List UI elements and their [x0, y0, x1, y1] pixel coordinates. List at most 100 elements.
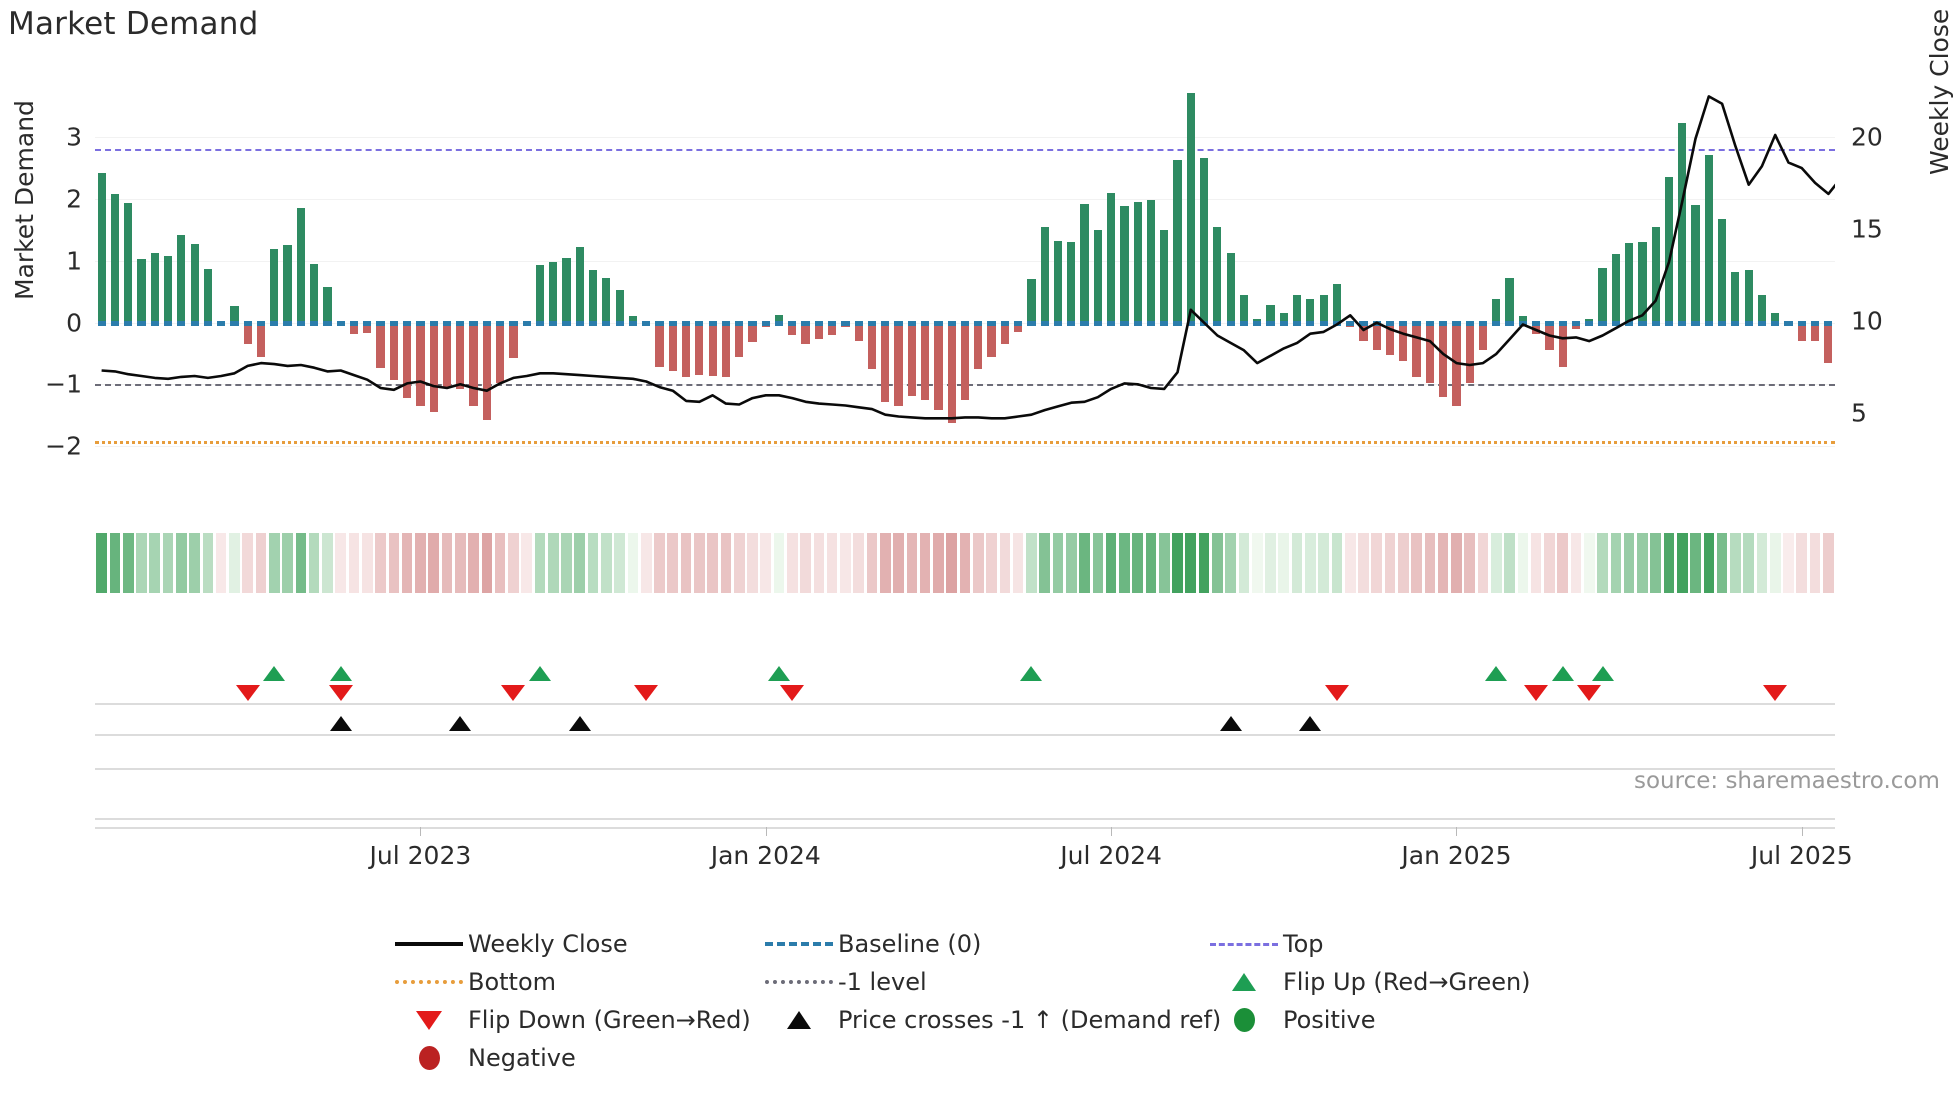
demand-bar: [1492, 299, 1501, 323]
baseline-tick: [163, 320, 173, 326]
legend-item[interactable]: Baseline (0): [760, 930, 1205, 958]
heat-cell: [388, 533, 400, 593]
legend-label: Baseline (0): [838, 930, 982, 958]
baseline-tick: [602, 320, 611, 326]
legend-item[interactable]: Weekly Close: [390, 930, 760, 958]
legend-item[interactable]: Top: [1205, 930, 1570, 958]
heat-cell: [667, 533, 679, 593]
y2-tick-label: 10: [1851, 306, 1883, 336]
flip-up-marker: [1591, 666, 1614, 681]
baseline-tick: [336, 320, 345, 326]
heat-cell: [454, 533, 466, 593]
price-cross-marker: [1299, 716, 1322, 731]
heat-cell: [1318, 533, 1329, 593]
demand-bar: [469, 322, 478, 407]
x-axis-line: [95, 827, 1835, 829]
baseline-tick: [1784, 320, 1793, 326]
price-cross-marker: [329, 716, 352, 731]
heat-cell: [149, 533, 161, 593]
baseline-tick: [1120, 320, 1129, 326]
heat-cell: [574, 533, 586, 593]
demand-bar: [190, 243, 199, 323]
price-cross-marker: [568, 716, 591, 731]
demand-bar: [509, 322, 518, 359]
baseline-tick: [1598, 320, 1607, 326]
heat-cell: [1198, 533, 1210, 593]
heat-cell: [1358, 533, 1369, 593]
baseline-tick: [1014, 320, 1023, 326]
heat-cell: [1650, 533, 1661, 593]
y-tick-label: 1: [66, 246, 82, 276]
baseline-tick: [867, 320, 877, 326]
baseline-tick: [323, 320, 332, 326]
legend-item[interactable]: Negative: [390, 1044, 760, 1072]
demand-bar: [1532, 322, 1541, 334]
price-cross-triangle-icon: [760, 1011, 838, 1029]
baseline-tick: [1106, 320, 1116, 326]
heat-cell: [1610, 533, 1622, 593]
baseline-tick: [389, 320, 398, 326]
demand-bar: [363, 322, 372, 334]
legend-item[interactable]: Bottom: [390, 968, 760, 996]
baseline-tick: [1399, 320, 1408, 326]
price-cross-marker: [449, 716, 472, 731]
bottom-dot-swatch: [390, 980, 468, 984]
heat-cell: [1769, 533, 1781, 593]
demand-bar: [243, 322, 252, 345]
baseline-tick: [1359, 320, 1368, 326]
demand-bar: [1306, 299, 1315, 323]
legend-item[interactable]: Flip Up (Red→Green): [1205, 968, 1570, 996]
demand-bar: [748, 322, 757, 343]
heat-cell: [1251, 533, 1263, 593]
x-tick-label: Jul 2023: [369, 841, 472, 870]
heat-cell: [1344, 533, 1356, 593]
demand-bar: [1120, 206, 1129, 323]
baseline-tick: [376, 320, 385, 326]
heat-cell: [561, 533, 572, 593]
legend-item[interactable]: Price crosses -1 ↑ (Demand ref): [760, 1006, 1221, 1034]
baseline-tick: [1678, 320, 1687, 326]
demand-bar: [907, 322, 916, 396]
baseline-tick: [894, 320, 903, 326]
legend-item[interactable]: Positive: [1205, 1006, 1570, 1034]
heat-cell: [587, 533, 599, 593]
x-tick-label: Jul 2025: [1750, 841, 1853, 870]
heat-cell: [1371, 533, 1383, 593]
legend-item[interactable]: Flip Down (Green→Red): [390, 1006, 760, 1034]
demand-bar: [416, 322, 425, 407]
baseline-tick: [974, 320, 983, 326]
legend-label: Negative: [468, 1044, 576, 1072]
heat-cell: [919, 533, 931, 593]
heat-cell: [879, 533, 891, 593]
baseline-tick: [1545, 320, 1554, 326]
demand-bar: [1160, 229, 1169, 323]
flip-down-triangle-icon: [390, 1010, 468, 1030]
heat-cell: [1105, 533, 1117, 593]
price-cross-marker: [1219, 716, 1242, 731]
baseline-tick: [721, 320, 731, 326]
demand-bar: [1399, 322, 1408, 361]
legend-item[interactable]: -1 level: [760, 968, 1205, 996]
demand-bar: [1266, 305, 1275, 323]
marker-row-divider: [95, 768, 1835, 770]
baseline-tick: [642, 320, 651, 326]
demand-bar: [1611, 254, 1620, 323]
flip-down-marker: [1524, 685, 1549, 701]
demand-bar: [575, 247, 584, 323]
baseline-tick: [243, 320, 252, 326]
heat-cell: [601, 533, 612, 593]
gridline: [95, 198, 1835, 200]
demand-bar: [814, 322, 823, 339]
baseline-tick: [1439, 320, 1448, 326]
heat-cell: [1783, 533, 1794, 593]
x-tick-label: Jan 2024: [710, 841, 821, 870]
top-dash-swatch: [1205, 942, 1283, 946]
demand-bar: [1000, 322, 1009, 345]
demand-bar: [1771, 313, 1780, 323]
baseline-tick: [1492, 320, 1501, 326]
heat-cell: [375, 533, 386, 593]
baseline-tick: [1532, 320, 1541, 326]
weekly-close-path: [101, 95, 1835, 420]
heat-cell: [1052, 533, 1064, 593]
heat-cell: [189, 533, 200, 593]
